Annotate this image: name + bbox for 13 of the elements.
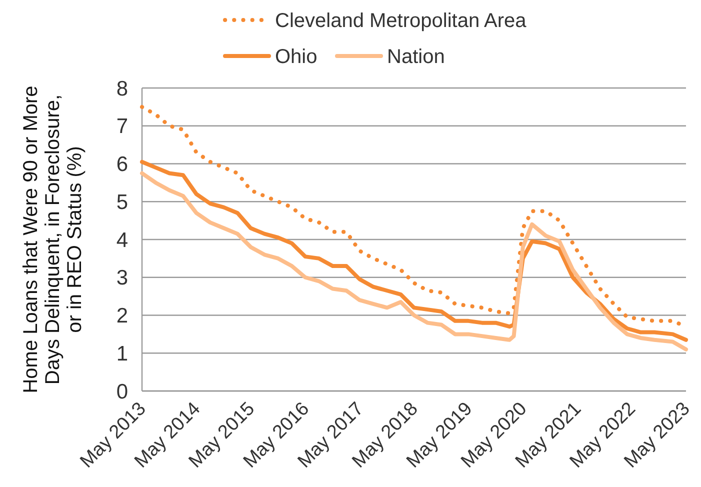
y-tick-label: 0 — [116, 380, 128, 404]
y-axis-title: Home Loans that Were 90 or More Days Delinquent, in Foreclosure, or in REO Status (%) — [20, 86, 86, 394]
y-tick-label: 2 — [116, 304, 128, 328]
y-tick-label: 7 — [116, 115, 128, 138]
y-tick-label: 4 — [116, 228, 128, 252]
y-tick-label: 8 — [116, 77, 128, 100]
legend-label: Nation — [387, 46, 445, 68]
legend-label: Cleveland Metropolitan Area — [275, 10, 528, 32]
y-tick-label: 1 — [116, 342, 128, 366]
y-tick-label: 5 — [116, 190, 128, 214]
legend-label: Ohio — [275, 46, 318, 68]
y-tick-label: 6 — [116, 153, 128, 176]
y-tick-label: 3 — [116, 266, 128, 290]
